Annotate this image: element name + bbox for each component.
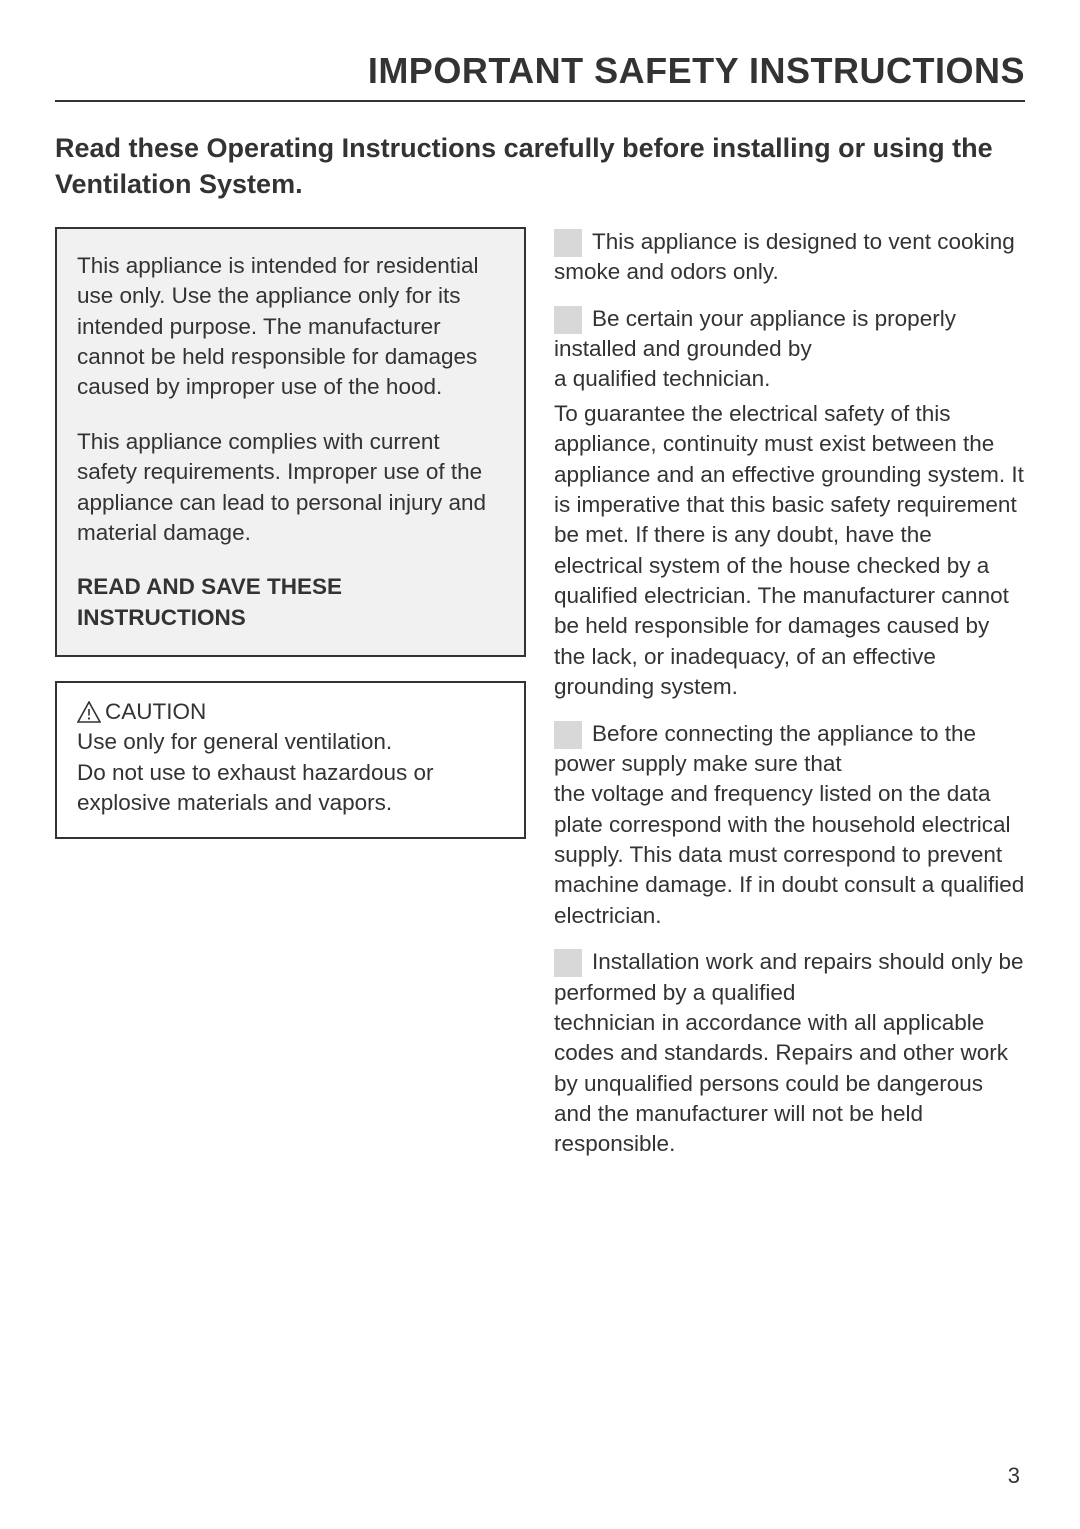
caution-word: CAUTION: [105, 697, 206, 727]
warning-triangle-icon: [77, 701, 101, 723]
right-column: This appliance is designed to vent cooki…: [554, 227, 1025, 1160]
read-save-heading: READ AND SAVE THESE INSTRUCTIONS: [77, 572, 504, 633]
bullet-square-icon: [554, 721, 582, 749]
caution-line1: Use only for general ventilation.: [77, 727, 504, 757]
left-column: This appliance is intended for residenti…: [55, 227, 526, 1160]
bullet-voltage-lead: Before connecting the appliance to the p…: [554, 721, 976, 776]
caution-label-row: CAUTION: [77, 697, 504, 727]
bullet-voltage: Before connecting the appliance to the p…: [554, 719, 1025, 932]
bullet-grounding-continuation: To guarantee the electrical safety of th…: [554, 399, 1025, 703]
bullet-square-icon: [554, 306, 582, 334]
caution-box: CAUTION Use only for general ventilation…: [55, 681, 526, 839]
bullet-grounding: Be certain your appliance is properly in…: [554, 304, 1025, 395]
bullet-vent-purpose: This appliance is designed to vent cooki…: [554, 227, 1025, 288]
bullet-grounding-lead: Be certain your appliance is properly in…: [554, 306, 956, 361]
caution-line2: Do not use to exhaust hazardous or explo…: [77, 758, 504, 819]
bullet-voltage-rest: the voltage and frequency listed on the …: [554, 779, 1025, 931]
title-rule: [55, 100, 1025, 102]
subtitle-heading: Read these Operating Instructions carefu…: [55, 130, 1025, 203]
page-number: 3: [1008, 1463, 1020, 1489]
intended-use-box: This appliance is intended for residenti…: [55, 227, 526, 657]
two-column-layout: This appliance is intended for residenti…: [55, 227, 1025, 1160]
safety-requirements-para: This appliance complies with current saf…: [77, 427, 504, 549]
bullet-installation-lead: Installation work and repairs should onl…: [554, 949, 1024, 1004]
page-title: IMPORTANT SAFETY INSTRUCTIONS: [55, 50, 1025, 92]
bullet-installation: Installation work and repairs should onl…: [554, 947, 1025, 1160]
intended-use-para: This appliance is intended for residenti…: [77, 251, 504, 403]
bullet-installation-rest: technician in accordance with all applic…: [554, 1008, 1025, 1160]
bullet-vent-purpose-text: This appliance is designed to vent cooki…: [554, 229, 1015, 284]
bullet-grounding-rest: a qualified technician.: [554, 364, 1025, 394]
bullet-square-icon: [554, 229, 582, 257]
bullet-square-icon: [554, 949, 582, 977]
